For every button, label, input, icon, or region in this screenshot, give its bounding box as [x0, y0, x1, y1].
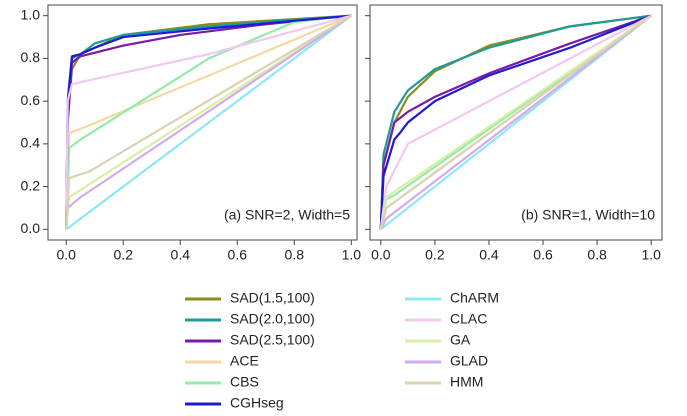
legend-label: ChARM: [450, 290, 499, 306]
y-tick-label: 0.6: [21, 92, 41, 108]
x-tick-label: 0.8: [587, 247, 607, 263]
legend-label: CGHseg: [230, 395, 284, 411]
roc-curve: [65, 14, 352, 230]
y-tick-label: 0.4: [21, 135, 41, 151]
roc-curve: [65, 14, 352, 230]
x-tick-label: 0.0: [57, 247, 77, 263]
x-tick-label: 1.0: [641, 247, 661, 263]
legend-label: SAD(2.5,100): [230, 332, 315, 348]
plot-frame: [47, 4, 358, 241]
plot-frame: [369, 4, 663, 241]
legend-label: ACE: [230, 353, 259, 369]
legend-label: HMM: [450, 374, 483, 390]
y-tick-label: 0.0: [21, 220, 41, 236]
x-tick-label: 0.2: [425, 247, 445, 263]
legend-label: GLAD: [450, 353, 488, 369]
roc-curve: [379, 14, 652, 230]
x-tick-label: 0.0: [371, 247, 391, 263]
y-tick-label: 0.2: [21, 177, 41, 193]
x-tick-label: 0.4: [479, 247, 499, 263]
x-tick-label: 0.6: [533, 247, 553, 263]
y-tick-label: 0.8: [21, 49, 41, 65]
x-tick-label: 0.8: [285, 247, 305, 263]
roc-curve: [379, 14, 652, 230]
roc-curve: [379, 14, 652, 230]
legend-label: GA: [450, 332, 471, 348]
x-tick-label: 1.0: [342, 247, 362, 263]
legend-label: CBS: [230, 374, 259, 390]
roc-curve: [65, 14, 352, 230]
legend-label: SAD(1.5,100): [230, 290, 315, 306]
y-tick-label: 1.0: [21, 6, 41, 22]
x-tick-label: 0.6: [228, 247, 248, 263]
roc-curve: [65, 14, 352, 231]
panel-annotation: (a) SNR=2, Width=5: [224, 207, 350, 223]
panel-annotation: (b) SNR=1, Width=10: [521, 207, 655, 223]
roc-curve: [379, 14, 652, 230]
legend-label: SAD(2.0,100): [230, 311, 315, 327]
x-tick-label: 0.4: [171, 247, 191, 263]
x-tick-label: 0.2: [114, 247, 134, 263]
legend-label: CLAC: [450, 311, 487, 327]
